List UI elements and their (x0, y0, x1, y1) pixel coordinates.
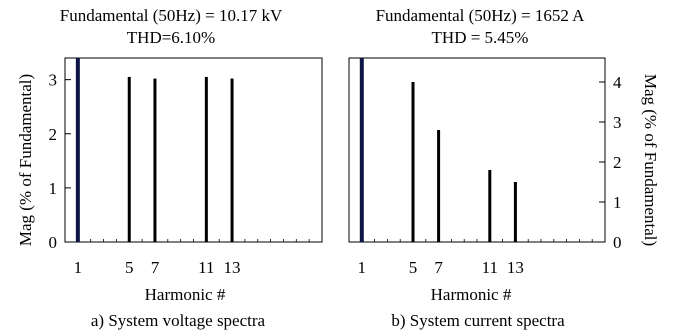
voltage-bar-h11 (204, 76, 208, 242)
current-y-tick-label: 0 (613, 233, 622, 252)
voltage-bar-h1 (75, 58, 80, 242)
current-title-line1: Fundamental (50Hz) = 1652 A (376, 6, 586, 25)
voltage-bar-h5 (127, 76, 131, 242)
current-bar-h11 (488, 170, 492, 242)
voltage-x-tick-label: 13 (224, 258, 241, 277)
voltage-x-axis-label: Harmonic # (145, 285, 226, 304)
current-x-axis-label: Harmonic # (431, 285, 512, 304)
voltage-y-tick-label: 2 (49, 125, 58, 144)
voltage-y-tick-label: 0 (49, 233, 58, 252)
voltage-title-line2: THD=6.10% (127, 28, 215, 47)
voltage-x-tick-label: 11 (198, 258, 214, 277)
current-x-tick-label: 11 (482, 258, 498, 277)
current-y-tick-label: 2 (613, 153, 622, 172)
current-spectrum-panel: Fundamental (50Hz) = 1652 A THD = 5.45% … (348, 6, 660, 330)
voltage-spectrum-panel: Fundamental (50Hz) = 10.17 kV THD=6.10% … (16, 6, 323, 330)
voltage-title-line1: Fundamental (50Hz) = 10.17 kV (60, 6, 283, 25)
voltage-y-tick-label: 1 (49, 179, 58, 198)
current-x-tick-label: 1 (358, 258, 367, 277)
current-bar-h5 (411, 82, 415, 242)
current-y-tick-label: 3 (613, 113, 622, 132)
voltage-plot-frame (64, 57, 323, 243)
current-y-ticks: 0 1 2 3 4 (599, 73, 622, 252)
voltage-x-tick-label: 7 (151, 258, 160, 277)
voltage-bar-h13 (230, 78, 234, 243)
voltage-bar-h7 (153, 78, 157, 243)
current-caption: b) System current spectra (391, 311, 565, 330)
current-x-tick-label: 13 (507, 258, 524, 277)
current-x-tick-label: 5 (409, 258, 418, 277)
voltage-x-ticks: 1 5 7 11 13 (74, 239, 310, 277)
current-title-line2: THD = 5.45% (432, 28, 529, 47)
current-bars (359, 58, 517, 242)
current-bar-h7 (437, 130, 441, 242)
voltage-y-ticks: 0 1 2 3 (49, 71, 71, 252)
current-x-tick-label: 7 (434, 258, 443, 277)
current-y-axis-label: Mag (% of Fundamental) (641, 74, 660, 246)
voltage-x-tick-label: 5 (125, 258, 134, 277)
current-bar-h13 (513, 182, 517, 242)
voltage-x-tick-label: 1 (74, 258, 83, 277)
current-bar-h1 (359, 58, 364, 242)
voltage-caption: a) System voltage spectra (91, 311, 266, 330)
current-y-tick-label: 1 (613, 193, 622, 212)
voltage-y-axis-label: Mag (% of Fundamental) (16, 74, 35, 246)
current-plot-frame (348, 57, 606, 243)
voltage-y-tick-label: 3 (49, 71, 58, 90)
current-x-ticks: 1 5 7 11 13 (358, 239, 593, 277)
current-y-tick-label: 4 (613, 73, 622, 92)
voltage-bars (75, 58, 234, 243)
